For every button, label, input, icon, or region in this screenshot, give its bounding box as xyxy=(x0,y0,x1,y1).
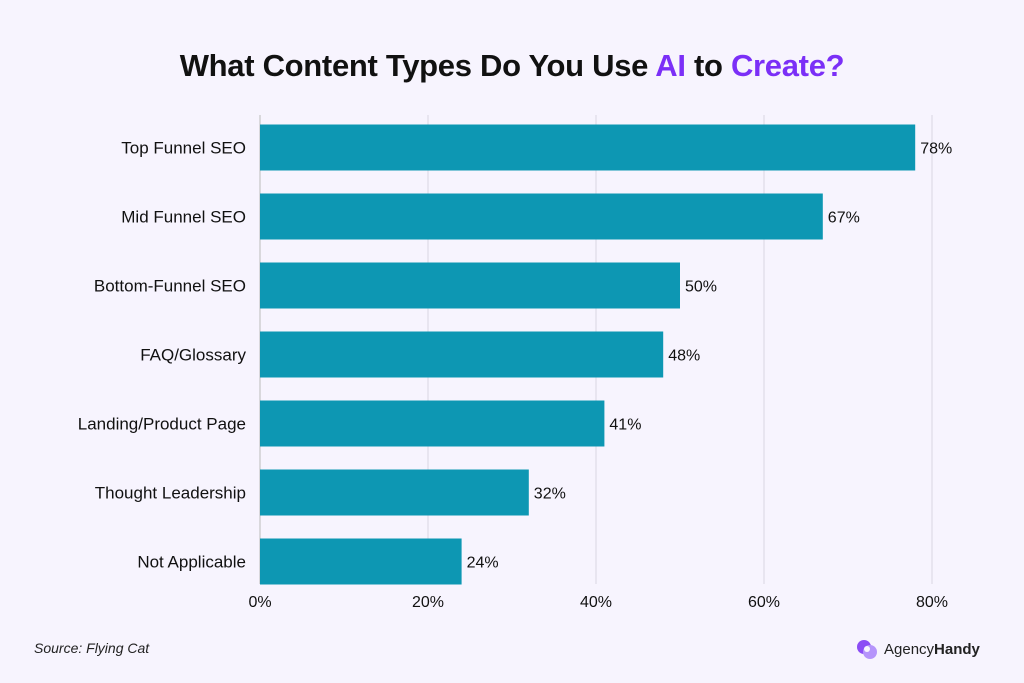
data-label: 48% xyxy=(668,348,700,365)
x-tick-label: 20% xyxy=(412,594,444,611)
bar xyxy=(260,124,916,171)
bar xyxy=(260,469,529,516)
category-label: Thought Leadership xyxy=(95,484,246,503)
data-label: 78% xyxy=(920,141,952,158)
bar xyxy=(260,400,605,447)
x-tick-label: 0% xyxy=(248,594,271,611)
logo-text-bold: Handy xyxy=(934,640,980,658)
category-label: Not Applicable xyxy=(137,553,246,572)
x-tick-label: 40% xyxy=(580,594,612,611)
chart-title: What Content Types Do You Use AI to Crea… xyxy=(0,48,1024,84)
title-accent-create: Create? xyxy=(730,48,845,83)
category-label: FAQ/Glossary xyxy=(140,346,246,365)
data-label: 24% xyxy=(467,555,499,572)
bar xyxy=(260,538,462,585)
category-label: Mid Funnel SEO xyxy=(121,208,246,227)
source-note: Source: Flying Cat xyxy=(34,640,150,656)
agencyhandy-logo: AgencyHandy xyxy=(856,638,980,660)
x-tick-label: 80% xyxy=(916,594,948,611)
bar xyxy=(260,193,823,240)
data-label: 32% xyxy=(534,486,566,503)
data-label: 50% xyxy=(685,279,717,296)
title-text: What Content Types Do You Use xyxy=(179,48,656,83)
title-text-to: to xyxy=(685,48,731,83)
data-label: 67% xyxy=(828,210,860,227)
title-accent-ai: AI xyxy=(655,48,686,83)
category-label: Landing/Product Page xyxy=(78,415,246,434)
x-tick-label: 60% xyxy=(748,594,780,611)
logo-text: AgencyHandy xyxy=(884,641,980,658)
bar xyxy=(260,331,664,378)
bar xyxy=(260,262,680,309)
category-label: Bottom-Funnel SEO xyxy=(94,277,246,296)
logo-icon xyxy=(857,640,877,659)
logo-text-regular: Agency xyxy=(884,640,935,658)
category-label: Top Funnel SEO xyxy=(121,139,246,158)
data-label: 41% xyxy=(609,417,641,434)
